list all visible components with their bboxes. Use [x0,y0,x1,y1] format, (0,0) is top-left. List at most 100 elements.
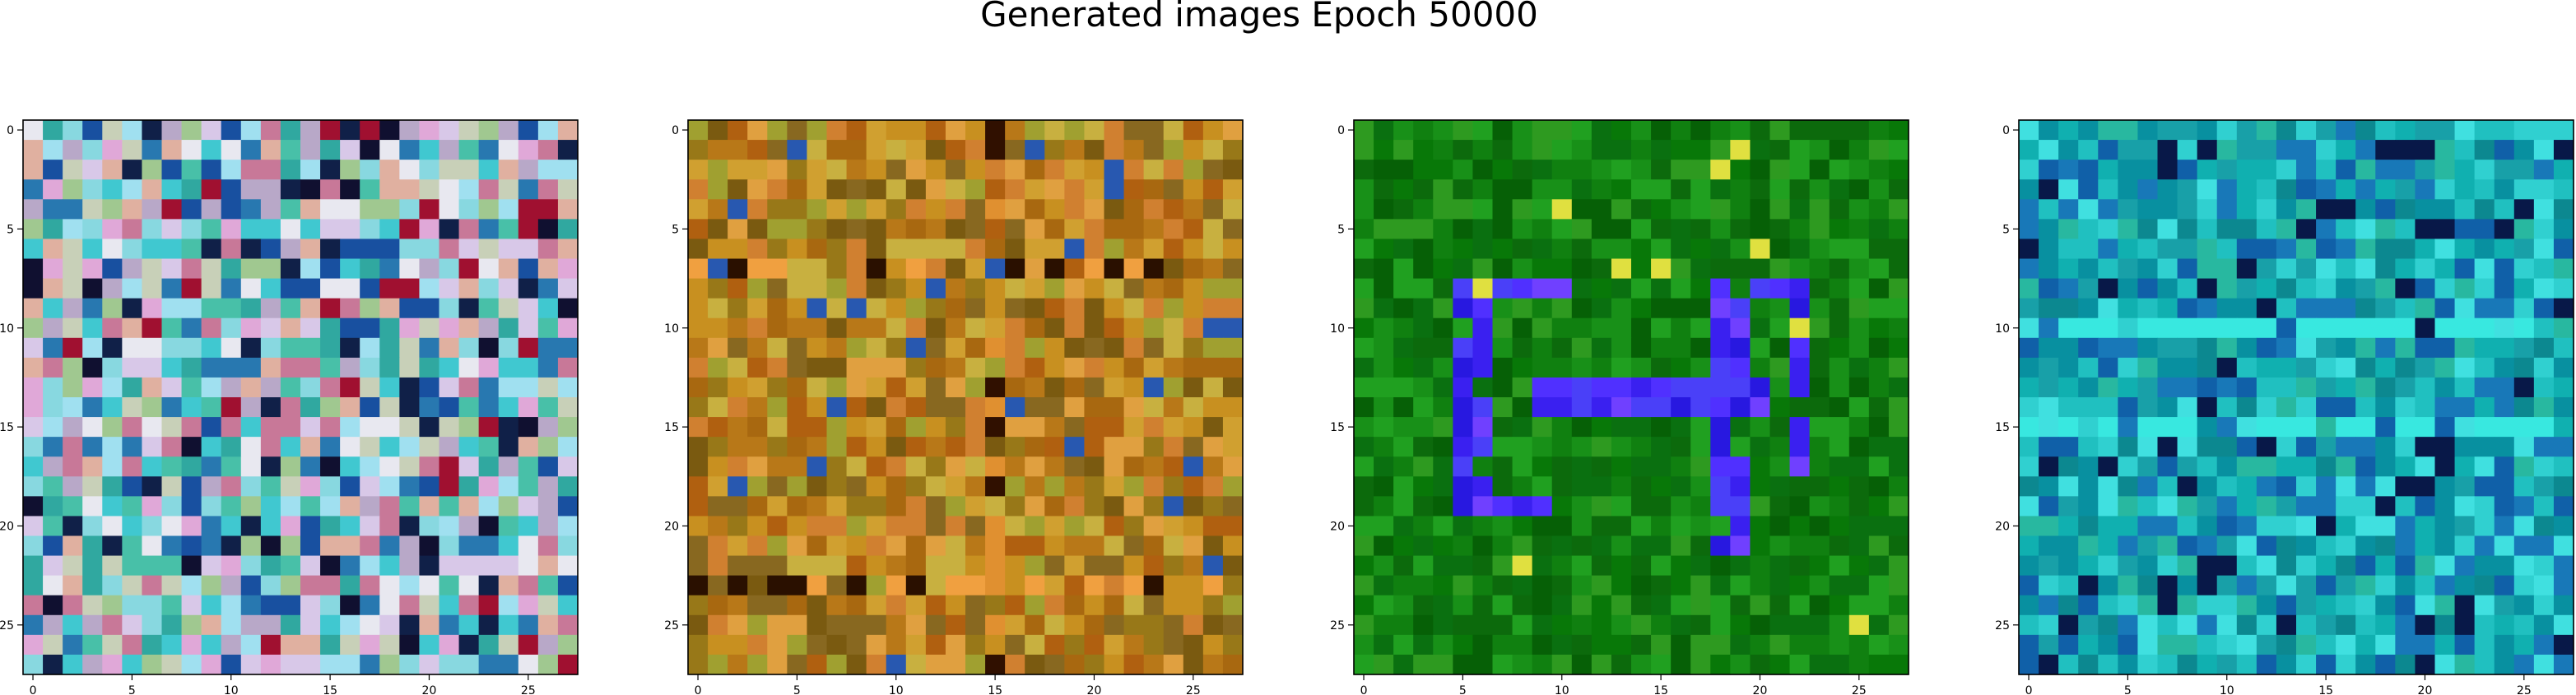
pixel [1551,179,1573,200]
pixel [1084,219,1105,240]
pixel [2137,317,2159,339]
pixel [1730,437,1751,457]
pixel [2197,575,2218,596]
pixel [1809,179,1830,200]
pixel [102,456,123,477]
pixel [846,377,867,398]
pixel [1064,496,1086,517]
pixel [1044,535,1065,557]
pixel [1084,357,1105,378]
pixel [221,120,242,141]
pixel [2415,357,2436,378]
pixel [1631,555,1652,577]
pixel [181,496,202,517]
pixel [866,317,887,339]
pixel [419,417,440,438]
pixel [1044,140,1065,160]
pixel [2157,298,2178,319]
pixel [1710,298,1731,319]
pixel [2019,298,2039,319]
pixel [1005,654,1025,675]
pixel [1789,219,1811,240]
pixel [399,555,421,577]
pixel [2276,437,2297,457]
x-tick-label: 15 [988,684,1002,695]
pixel [728,535,748,557]
pixel [1005,317,1025,339]
pixel [221,437,242,457]
pixel [2513,179,2535,200]
pixel [1222,298,1244,319]
pixel [1044,496,1065,517]
pixel [1512,199,1533,220]
pixel [708,179,728,200]
pixel [925,278,946,299]
pixel [2197,437,2218,457]
pixel [43,377,63,398]
pixel [905,476,927,497]
pixel [826,317,848,339]
pixel [787,120,808,141]
pixel [2118,634,2139,656]
pixel [1690,595,1711,616]
pixel [2494,278,2515,299]
pixel [1005,140,1025,160]
pixel [518,417,539,438]
pixel [747,397,768,418]
pixel [826,614,848,636]
x-tick-label: 25 [2517,684,2532,695]
pixel [1631,654,1652,675]
pixel [2098,634,2118,656]
pixel [1888,120,1909,141]
pixel [2019,357,2039,378]
pixel [379,417,400,438]
pixel [708,377,728,398]
pixel [2336,219,2356,240]
pixel [1631,417,1652,438]
pixel [63,654,83,675]
pixel [1005,357,1025,378]
pixel [688,239,709,260]
pixel [1868,417,1890,438]
pixel [1064,298,1086,319]
pixel [1651,535,1672,557]
pixel [1730,317,1751,339]
pixel [2236,437,2257,457]
pixel [1868,476,1890,497]
pixel [2474,219,2495,240]
pixel [102,140,123,160]
pixel [82,377,103,398]
pixel [2216,456,2238,477]
pixel [1730,417,1751,438]
pixel [2375,476,2396,497]
pixel [2256,634,2277,656]
pixel [965,595,986,616]
pixel [260,357,281,378]
pixel [537,516,559,537]
pixel [2197,614,2218,636]
pixel [1512,555,1533,577]
pixel [826,219,848,240]
pixel [557,179,579,200]
pixel [419,535,440,557]
pixel [1202,298,1224,319]
pixel [2434,535,2456,557]
pixel [2058,456,2079,477]
pixel [1690,614,1711,636]
pixel [1044,298,1065,319]
pixel [2296,555,2317,577]
pixel [1143,258,1165,280]
pixel [1591,179,1612,200]
pixel [787,160,808,180]
pixel [1025,654,1045,675]
pixel [1829,496,1850,517]
pixel [478,258,500,280]
pixel [1512,120,1533,141]
pixel [1591,258,1612,280]
pixel [1631,120,1652,141]
pixel [2355,337,2376,359]
pixel [379,357,400,378]
pixel [1551,120,1573,141]
pixel [1809,397,1830,418]
pixel [846,437,867,457]
